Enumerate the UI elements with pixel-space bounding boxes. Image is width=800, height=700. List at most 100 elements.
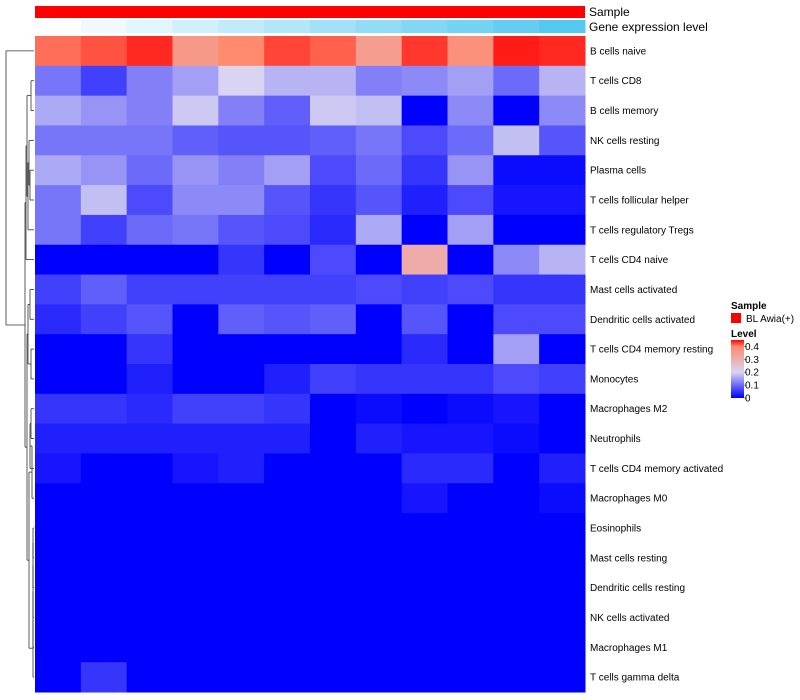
heatmap-cell xyxy=(493,423,540,454)
heatmap-cell xyxy=(539,364,586,395)
heatmap-cell xyxy=(80,632,128,663)
heatmap-cell xyxy=(126,572,173,604)
heatmap-cell xyxy=(264,572,311,604)
heatmap-cell xyxy=(447,214,494,246)
heatmap-cell xyxy=(539,513,586,544)
heatmap-cell xyxy=(218,155,265,186)
heatmap-cell xyxy=(447,393,494,425)
heatmap-cell xyxy=(539,244,586,276)
heatmap-cell xyxy=(218,36,265,67)
heatmap-cell xyxy=(539,125,586,156)
heatmap-cell xyxy=(218,274,265,305)
heatmap-cell xyxy=(447,155,494,186)
heatmap-cell xyxy=(493,244,540,276)
heatmap-cell xyxy=(493,125,540,156)
heatmap-cell xyxy=(355,95,403,126)
row-label: T cells CD4 memory activated xyxy=(590,464,723,475)
legend-ticks: 0.4 0.3 0.2 0.1 0 xyxy=(744,342,759,405)
heatmap-cell xyxy=(310,572,357,604)
heatmap-cell xyxy=(172,513,219,544)
heatmap-cell xyxy=(80,304,128,335)
heatmap-cell xyxy=(264,393,311,425)
heatmap-cell xyxy=(264,364,311,395)
expression-cell xyxy=(264,20,311,33)
heatmap-cell xyxy=(80,393,128,425)
row-label: NK cells activated xyxy=(590,613,669,624)
heatmap-cell xyxy=(310,423,357,454)
heatmap-cell xyxy=(218,632,265,663)
heatmap-cell xyxy=(310,125,357,156)
heatmap-cell xyxy=(35,274,82,305)
heatmap-cell xyxy=(539,393,586,425)
heatmap-cell xyxy=(126,244,173,276)
heatmap-cell xyxy=(126,542,173,574)
heatmap-cell xyxy=(218,334,265,365)
heatmap-cell xyxy=(264,65,311,97)
heatmap-cell xyxy=(355,304,403,335)
heatmap-cell xyxy=(80,95,128,126)
heatmap-cell xyxy=(447,334,494,365)
heatmap-cell xyxy=(35,513,82,544)
heatmap-cell xyxy=(172,334,219,365)
heatmap-cell xyxy=(401,662,448,693)
heatmap-cell xyxy=(355,155,403,186)
expression-cell xyxy=(35,20,82,33)
heatmap-cell xyxy=(80,155,128,186)
legend: Sample BL Awia(+) Level 0.4 0.3 0.2 0.1 0 xyxy=(731,301,794,405)
row-label: Macrophages M0 xyxy=(590,494,668,505)
heatmap-cell xyxy=(218,125,265,156)
heatmap-cell xyxy=(310,65,357,97)
heatmap-cell xyxy=(447,513,494,544)
heatmap-cell xyxy=(355,542,403,574)
heatmap-cell xyxy=(539,632,586,663)
heatmap-cell xyxy=(126,513,173,544)
heatmap-cell xyxy=(493,393,540,425)
heatmap-cell xyxy=(218,244,265,276)
heatmap-cell xyxy=(355,662,403,693)
heatmap-cell xyxy=(355,423,403,454)
heatmap-cell xyxy=(35,393,82,425)
heatmap-cell xyxy=(355,602,403,633)
heatmap-cell xyxy=(310,155,357,186)
legend-tick-label: 0.3 xyxy=(745,355,759,366)
heatmap-cell xyxy=(172,393,219,425)
heatmap-cell xyxy=(310,36,357,67)
heatmap-cell xyxy=(218,572,265,604)
row-label: T cells gamma delta xyxy=(590,673,680,684)
heatmap-cell xyxy=(447,364,494,395)
heatmap-cell xyxy=(310,513,357,544)
expression-cell xyxy=(355,20,403,33)
heatmap-cell xyxy=(447,244,494,276)
legend-sample-title: Sample xyxy=(731,301,767,312)
heatmap-cells xyxy=(35,36,586,693)
heatmap-cell xyxy=(172,65,219,97)
heatmap-cell xyxy=(493,214,540,246)
heatmap-cell xyxy=(172,632,219,663)
heatmap-cell xyxy=(80,423,128,454)
heatmap-cell xyxy=(80,572,128,604)
legend-sample-entry: BL Awia(+) xyxy=(746,314,794,325)
heatmap-cell xyxy=(126,423,173,454)
heatmap-cell xyxy=(80,662,128,693)
heatmap-cell xyxy=(35,125,82,156)
heatmap-cell xyxy=(264,334,311,365)
heatmap-cell xyxy=(172,453,219,484)
heatmap-cell xyxy=(493,662,540,693)
heatmap-cell xyxy=(355,214,403,246)
heatmap-cell xyxy=(126,274,173,305)
heatmap-cell xyxy=(493,542,540,574)
heatmap-cell xyxy=(539,185,586,216)
heatmap-cell xyxy=(539,542,586,574)
heatmap-cell xyxy=(264,483,311,514)
heatmap-cell xyxy=(310,185,357,216)
heatmap-cell xyxy=(264,662,311,693)
heatmap-cell xyxy=(218,423,265,454)
heatmap-cell xyxy=(172,304,219,335)
heatmap-cell xyxy=(80,214,128,246)
heatmap-cell xyxy=(172,662,219,693)
heatmap-cell xyxy=(401,393,448,425)
heatmap-cell xyxy=(401,214,448,246)
heatmap-cell xyxy=(310,602,357,633)
heatmap-cell xyxy=(310,364,357,395)
